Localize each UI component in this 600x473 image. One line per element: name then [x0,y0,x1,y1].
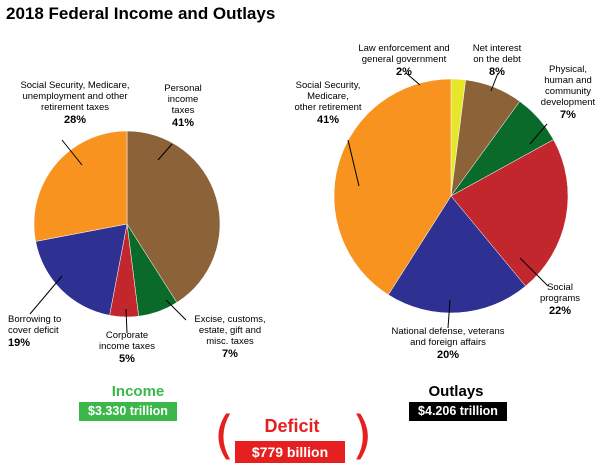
svg-text:28%: 28% [64,114,86,126]
chart-title: 2018 Federal Income and Outlays [6,4,276,23]
svg-text:41%: 41% [172,117,194,129]
income-leader-line-4 [61,139,83,166]
income-label: Income [111,383,165,400]
income-leader-line-2 [125,308,128,334]
svg-text:7%: 7% [222,348,238,360]
svg-text:Social Security,Medicare,other: Social Security, Medicare, other retiremen… [294,80,361,113]
outlays-slice-3 [450,139,569,287]
income-leader-line-0 [157,143,173,161]
income-leader-line-3 [29,275,63,315]
outlays-pie [333,78,569,314]
svg-text:41%: 41% [317,114,339,126]
outlays-total: $4.206 trillion [409,402,507,421]
svg-text:Excise, customs,estate, gift a: Excise, customs, estate, gift and misc. ta… [194,314,265,347]
outlays-label: Outlays [428,383,484,400]
income-slice-0 [126,130,221,303]
outlays-leader-line-1 [490,72,499,92]
svg-text:7%: 7% [560,109,576,121]
outlays-slice-4 [387,195,526,314]
outlays-leader-line-3 [519,257,549,287]
outlays-leader-line-2 [529,123,548,145]
outlays-leader-line-5 [347,139,360,187]
deficit-left-paren: ( [214,406,235,466]
income-slice-4 [33,130,128,242]
income-slice-3 [35,223,128,316]
svg-text:5%: 5% [119,353,135,365]
income-slice-label-4: Social Security, Medicare, unemployment a… [20,80,130,166]
income-pie [33,130,221,318]
outlays-slice-label-4: National defense, veterans and foreign af… [391,299,505,361]
outlays-slice-5 [333,78,452,296]
svg-text:8%: 8% [489,66,505,78]
income-leader-line-1 [165,299,187,321]
deficit-total: $779 billion [235,441,345,463]
svg-text:20%: 20% [437,349,459,361]
income-total: $3.330 trillion [79,402,177,421]
income-slice-label-1: Excise, customs, estate, gift and misc. ta… [165,299,266,360]
outlays-slice-label-5: Social Security, Medicare, other retiremen… [294,80,362,187]
outlays-leader-line-0 [405,72,421,86]
deficit-label: Deficit [264,416,320,436]
svg-text:22%: 22% [549,305,571,317]
outlays-leader-line-4 [447,299,451,329]
svg-text:Social Security, Medicare,unem: Social Security, Medicare, unemployment a… [20,80,129,113]
deficit-right-paren: ) [352,406,373,466]
svg-text:19%: 19% [8,337,30,349]
